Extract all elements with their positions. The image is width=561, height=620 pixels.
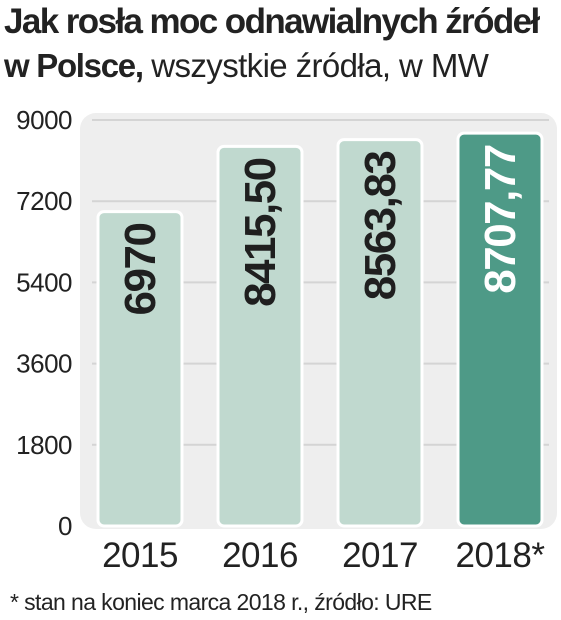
- y-tick-label: 3600: [16, 349, 72, 379]
- bar-value-label: 8563,83: [356, 152, 405, 301]
- y-tick-label: 9000: [16, 105, 72, 135]
- x-tick-label: 2017: [342, 536, 418, 575]
- x-tick-label: 2018*: [456, 536, 546, 575]
- title-line-1: Jak rosła moc odnawialnych źródeł: [4, 2, 540, 41]
- title-bold-part: w Polsce,: [4, 47, 144, 84]
- x-tick-label: 2016: [222, 536, 298, 575]
- bar: [96, 210, 184, 528]
- y-tick-label: 5400: [16, 267, 72, 297]
- bar-value-label: 8415,50: [236, 158, 285, 307]
- plot-background: [80, 113, 557, 529]
- y-tick-label: 7200: [16, 186, 72, 216]
- bar-value-label: 8707,77: [476, 145, 525, 294]
- y-tick-label: 1800: [16, 430, 72, 460]
- footnote: * stan na koniec marca 2018 r., źródło: …: [10, 589, 432, 615]
- y-tick-label: 0: [58, 511, 72, 541]
- bar-value-label: 6970: [116, 224, 165, 316]
- bar-chart: 0 1800 3600 5400 7200 9000 6970 2015 8415,50 2016…: [16, 105, 557, 575]
- x-tick-label: 2015: [102, 536, 178, 575]
- title-subtitle: wszystkie źródła, w MW: [142, 47, 489, 84]
- bar: [216, 144, 304, 528]
- bar: [456, 131, 544, 528]
- chart-title: Jak rosła moc odnawialnych źródeł w Pols…: [4, 0, 560, 88]
- bar: [336, 138, 424, 528]
- title-line-2: w Polsce, wszystkie źródła, w MW: [4, 44, 560, 88]
